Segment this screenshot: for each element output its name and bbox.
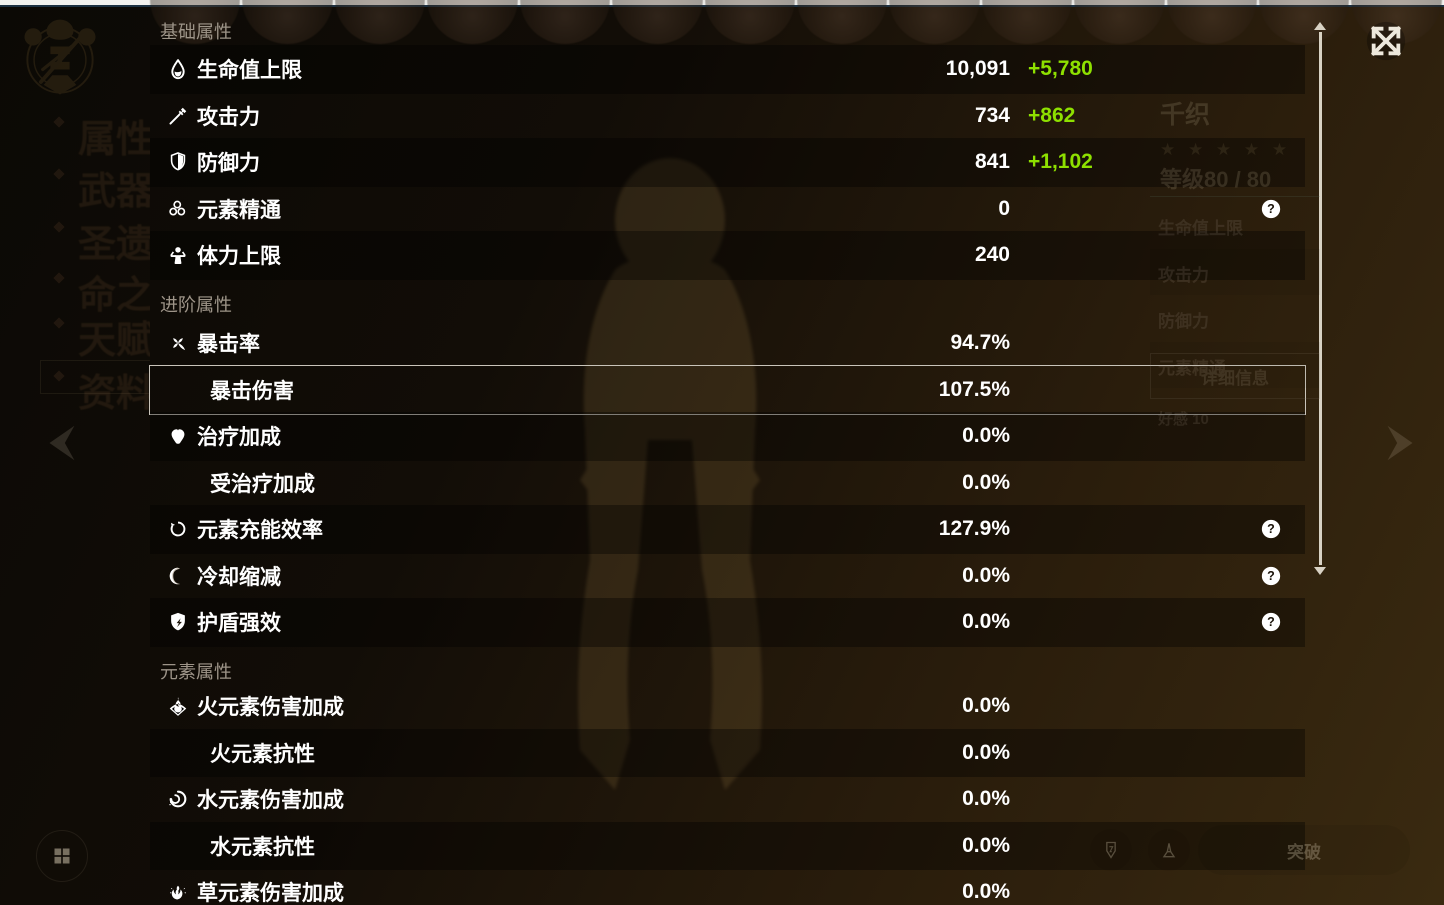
- svg-text:?: ?: [1267, 616, 1275, 630]
- svg-text:?: ?: [1267, 569, 1275, 583]
- svg-text:?: ?: [1267, 523, 1275, 537]
